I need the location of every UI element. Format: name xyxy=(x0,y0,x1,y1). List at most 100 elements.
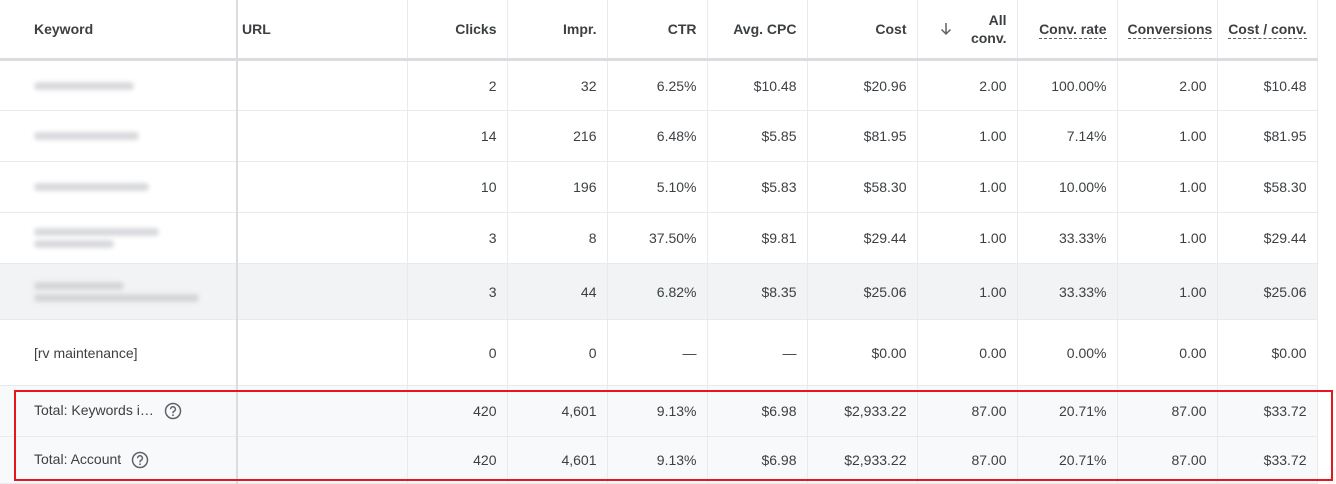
column-header[interactable]: URL xyxy=(237,0,408,61)
metric-cell: 6.82% xyxy=(607,263,708,320)
metric-cell: 1.00 xyxy=(1117,161,1218,213)
metric-value: 1.00 xyxy=(979,230,1007,246)
header-label: CTR xyxy=(667,21,697,37)
column-header[interactable]: Cost / conv. xyxy=(1217,0,1318,61)
metric-value: 0.00 xyxy=(979,344,1007,361)
metric-value: 33.33% xyxy=(1059,230,1107,246)
data-row: 3 44 6.82% $8.35 $25.06 1.00 33.33% 1.00 $25.06 xyxy=(0,263,1318,320)
metric-value: 6.82% xyxy=(656,283,697,300)
metric-value: 196 xyxy=(573,179,597,195)
column-header[interactable]: Conv. rate xyxy=(1017,0,1118,61)
metric-cell: 37.50% xyxy=(607,212,708,264)
table-body: 2 32 6.25% $10.48 $20.96 2.00 100.00% 2.00 $10.4… xyxy=(0,59,1318,484)
metric-value: 1.00 xyxy=(979,179,1007,195)
metric-value: $20.96 xyxy=(863,77,907,94)
metric-cell: $20.96 xyxy=(807,59,918,111)
metric-value: $10.48 xyxy=(1263,77,1307,94)
column-header[interactable]: Conversions xyxy=(1117,0,1218,61)
total-cell: 87.00 xyxy=(917,436,1018,484)
total-value: $6.98 xyxy=(761,452,797,468)
help-icon[interactable] xyxy=(164,402,182,420)
metric-value: $81.95 xyxy=(863,128,907,144)
metric-value: 2 xyxy=(488,77,497,94)
url-cell xyxy=(237,59,408,111)
total-cell: $6.98 xyxy=(707,385,808,437)
metric-value: $0.00 xyxy=(1271,344,1307,361)
keyword-cell: [rv maintenance] xyxy=(0,319,238,386)
metric-value: 0.00% xyxy=(1066,344,1107,361)
column-header[interactable]: Impr. xyxy=(507,0,608,61)
metric-value: 37.50% xyxy=(649,230,697,246)
metric-value: 2.00 xyxy=(979,77,1007,94)
metric-cell: 2 xyxy=(407,59,508,111)
help-icon[interactable] xyxy=(131,451,149,469)
redacted-text xyxy=(34,183,149,191)
total-value: 9.13% xyxy=(656,403,697,419)
total-cell: 20.71% xyxy=(1017,436,1118,484)
sort-arrow xyxy=(940,23,951,36)
metric-value: 1.00 xyxy=(1179,179,1207,195)
total-value: 4,601 xyxy=(561,403,597,419)
metric-value: 7.14% xyxy=(1066,128,1107,144)
header-label: Cost xyxy=(875,21,907,37)
redacted-text xyxy=(34,81,134,90)
metric-value: 10.00% xyxy=(1059,179,1107,195)
metric-cell: 1.00 xyxy=(917,110,1018,162)
metric-cell: 3 xyxy=(407,263,508,320)
column-header[interactable]: Avg. CPC xyxy=(707,0,808,61)
total-value: $33.72 xyxy=(1263,403,1307,419)
metric-cell: 7.14% xyxy=(1017,110,1118,162)
metric-value: 6.25% xyxy=(656,77,697,94)
total-cell: 9.13% xyxy=(607,385,708,437)
metric-value: 0 xyxy=(488,344,497,361)
metric-cell: 1.00 xyxy=(1117,263,1218,320)
metric-cell: — xyxy=(707,319,808,386)
total-value: $2,933.22 xyxy=(844,452,907,468)
metric-cell: 2.00 xyxy=(1117,59,1218,111)
total-cell: 420 xyxy=(407,385,508,437)
metric-cell: $5.83 xyxy=(707,161,808,213)
metric-cell: $9.81 xyxy=(707,212,808,264)
metric-value: 14 xyxy=(480,128,497,144)
total-cell: 4,601 xyxy=(507,436,608,484)
total-cell: $2,933.22 xyxy=(807,385,918,437)
total-value: $33.72 xyxy=(1263,452,1307,468)
column-header[interactable]: Keyword xyxy=(0,0,238,61)
metric-value: 5.10% xyxy=(656,179,697,195)
header-label: Keyword xyxy=(34,21,94,37)
header-label: Conv. rate xyxy=(1039,21,1107,39)
header-label: Clicks xyxy=(455,21,497,37)
metric-cell: 216 xyxy=(507,110,608,162)
column-header[interactable]: All conv. xyxy=(917,0,1018,61)
total-label-cell: Total: Keywords i… xyxy=(0,385,238,437)
metric-cell: $25.06 xyxy=(807,263,918,320)
url-cell xyxy=(237,161,408,213)
metric-cell: $25.06 xyxy=(1217,263,1318,320)
total-cell: 420 xyxy=(407,436,508,484)
metric-cell: $10.48 xyxy=(1217,59,1318,111)
total-cell: 9.13% xyxy=(607,436,708,484)
metric-cell: 6.25% xyxy=(607,59,708,111)
metric-cell: 196 xyxy=(507,161,608,213)
metric-value: $0.00 xyxy=(871,344,907,361)
url-cell xyxy=(237,110,408,162)
total-cell: 87.00 xyxy=(1117,385,1218,437)
metric-cell: 3 xyxy=(407,212,508,264)
metric-cell: 10 xyxy=(407,161,508,213)
metric-value: 32 xyxy=(580,77,597,94)
keyword-cell xyxy=(0,161,238,213)
total-cell: 20.71% xyxy=(1017,385,1118,437)
metric-cell: 1.00 xyxy=(917,212,1018,264)
column-header[interactable]: Clicks xyxy=(407,0,508,61)
total-value: 87.00 xyxy=(1171,452,1207,468)
column-header[interactable]: Cost xyxy=(807,0,918,61)
metric-cell: 44 xyxy=(507,263,608,320)
metric-cell: $8.35 xyxy=(707,263,808,320)
metric-value: 6.48% xyxy=(656,128,697,144)
metric-value: $5.85 xyxy=(761,128,797,144)
metric-cell: 6.48% xyxy=(607,110,708,162)
data-row: 3 8 37.50% $9.81 $29.44 1.00 33.33% 1.00 $29.44 xyxy=(0,212,1318,264)
metric-cell: 33.33% xyxy=(1017,263,1118,320)
metric-cell: $0.00 xyxy=(807,319,918,386)
column-header[interactable]: CTR xyxy=(607,0,708,61)
